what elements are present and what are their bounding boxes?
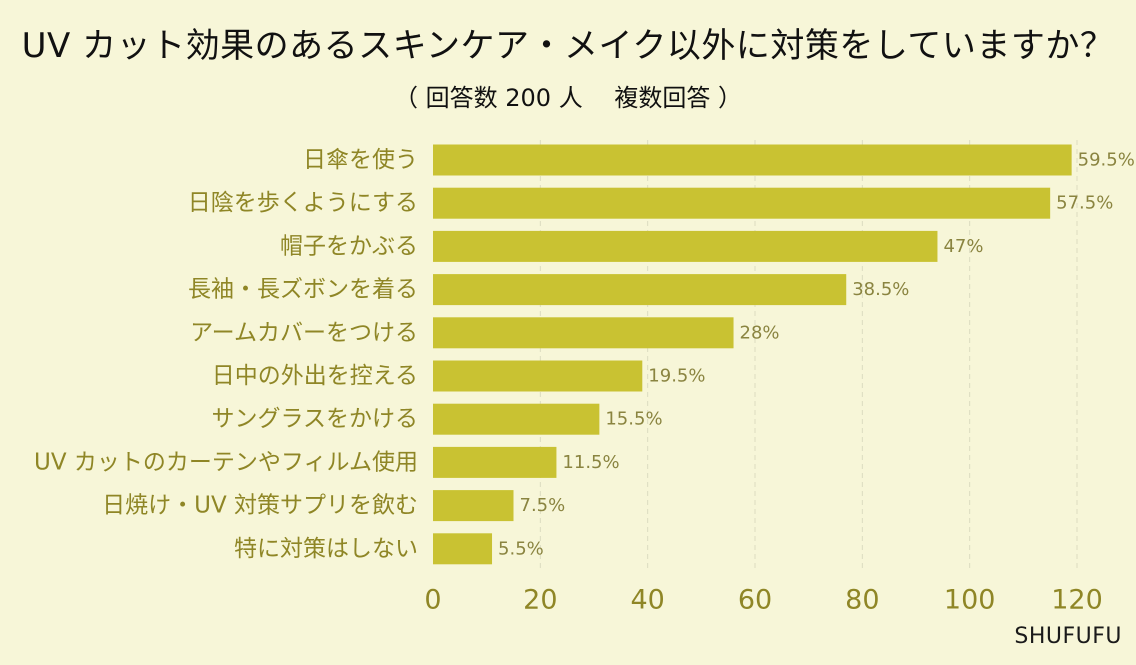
bar-3 [433, 274, 847, 306]
bar-8 [433, 490, 514, 522]
bar-0 [433, 144, 1072, 176]
category-label-7: UV カットのカーテンやフィルム使用 [34, 449, 418, 475]
bar-7 [433, 446, 557, 478]
data-label-0: 59.5% [1078, 150, 1135, 171]
category-label-8: 日焼け・UV 対策サプリを飲む [102, 493, 418, 519]
x-tick-label-6: 120 [1051, 585, 1103, 616]
data-label-3: 38.5% [852, 279, 909, 300]
x-tick-label-4: 80 [845, 585, 879, 616]
data-label-1: 57.5% [1056, 193, 1113, 214]
data-label-6: 15.5% [605, 409, 662, 430]
bar-2 [433, 230, 938, 262]
bar-4 [433, 317, 734, 349]
x-tick-label-2: 40 [630, 585, 664, 616]
watermark-logo: SHUFUFU [1014, 624, 1122, 649]
x-tick-label-1: 20 [523, 585, 557, 616]
data-label-4: 28% [740, 322, 780, 343]
category-label-3: 長袖・長ズボンを着る [188, 277, 418, 303]
data-label-8: 7.5% [520, 495, 566, 516]
category-label-6: サングラスをかける [211, 406, 418, 432]
category-label-9: 特に対策はしない [234, 536, 418, 562]
x-tick-label-0: 0 [424, 585, 441, 616]
category-label-0: 日傘を使う [303, 147, 418, 173]
data-label-2: 47% [943, 236, 983, 257]
chart-title: UV カット効果のあるスキンケア・メイク以外に対策をしていますか？ [21, 26, 1115, 66]
data-label-7: 11.5% [562, 452, 619, 473]
chart-subtitle: （ 回答数 200 人 複数回答 ） [394, 84, 742, 112]
bar-5 [433, 360, 643, 392]
x-tick-label-5: 100 [944, 585, 996, 616]
category-label-2: 帽子をかぶる [280, 233, 418, 259]
bar-1 [433, 187, 1051, 219]
bar-6 [433, 403, 600, 435]
data-label-9: 5.5% [498, 538, 544, 559]
category-label-4: アームカバーをつける [190, 320, 418, 346]
data-label-5: 19.5% [648, 366, 705, 387]
category-label-5: 日中の外出を控える [212, 363, 418, 389]
bar-9 [433, 533, 493, 565]
category-label-1: 日陰を歩くようにする [188, 190, 418, 216]
x-tick-label-3: 60 [738, 585, 772, 616]
